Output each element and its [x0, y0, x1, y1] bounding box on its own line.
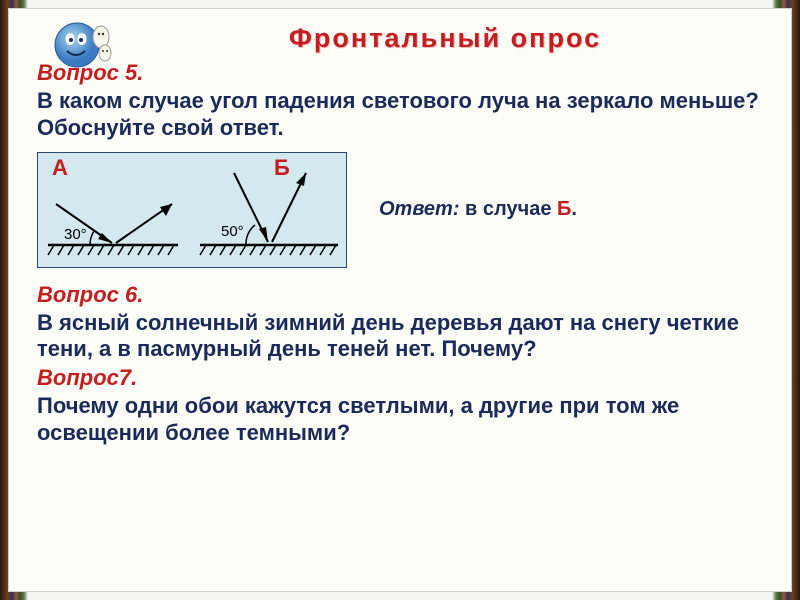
question6-label: Вопрос 6.	[37, 282, 763, 308]
diagram-label-a: А	[52, 155, 68, 180]
diagram-row: А Б	[37, 152, 763, 268]
diagram-label-b: Б	[274, 155, 290, 180]
question5-label: Вопрос 5.	[37, 60, 763, 86]
slide-title: Фронтальный опрос	[127, 15, 763, 54]
answer-body: в случае	[460, 198, 558, 220]
question7-text: Почему одни обои кажутся светлыми, а дру…	[37, 393, 763, 447]
answer-text: Ответ: в случае Б.	[379, 198, 577, 221]
angle-b-label: 50°	[221, 223, 244, 240]
angle-a-label: 30°	[64, 226, 87, 243]
cartoon-icon	[53, 17, 113, 73]
answer-dot: .	[571, 198, 577, 220]
question7-label: Вопрос7.	[37, 365, 763, 391]
answer-label: Ответ:	[379, 198, 460, 220]
slide-frame: Фронтальный опрос Вопрос 5. В каком случ…	[0, 0, 800, 600]
reflection-diagram: А Б	[37, 152, 347, 268]
answer-case: Б	[557, 198, 571, 220]
question5-text: В каком случае угол падения светового лу…	[37, 88, 763, 142]
slide-content: Фронтальный опрос Вопрос 5. В каком случ…	[8, 8, 792, 592]
question6-text: В ясный солнечный зимний день деревья да…	[37, 310, 763, 364]
